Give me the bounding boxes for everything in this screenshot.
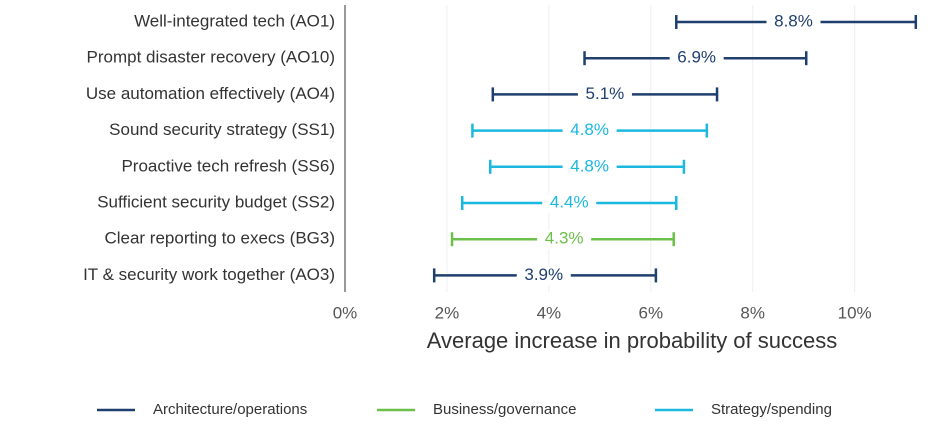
value-label: 3.9% bbox=[524, 265, 563, 284]
y-tick-label: Prompt disaster recovery (AO10) bbox=[87, 48, 335, 67]
value-label: 4.8% bbox=[570, 120, 609, 139]
x-tick-label: 10% bbox=[838, 303, 872, 322]
y-tick-label: Use automation effectively (AO4) bbox=[86, 84, 335, 103]
label-background bbox=[669, 48, 724, 69]
x-tick-label: 2% bbox=[435, 303, 460, 322]
x-tick-label: 0% bbox=[333, 303, 358, 322]
x-tick-label: 4% bbox=[537, 303, 562, 322]
y-tick-label: Well-integrated tech (AO1) bbox=[134, 11, 335, 30]
legend-label: Architecture/operations bbox=[153, 401, 307, 418]
label-background bbox=[542, 193, 597, 213]
label-background bbox=[562, 120, 617, 141]
value-label: 4.4% bbox=[550, 192, 589, 211]
y-tick-label: Proactive tech refresh (SS6) bbox=[121, 156, 335, 175]
value-label: 4.8% bbox=[570, 156, 609, 175]
label-background bbox=[577, 84, 632, 105]
x-tick-label: 8% bbox=[740, 303, 765, 322]
label-background bbox=[766, 12, 821, 32]
value-label: 5.1% bbox=[586, 84, 625, 103]
value-label: 6.9% bbox=[677, 48, 716, 67]
legend-label: Business/governance bbox=[433, 401, 576, 418]
y-tick-label: Clear reporting to execs (BG3) bbox=[104, 229, 335, 248]
legend-label: Strategy/spending bbox=[711, 401, 832, 418]
x-tick-label: 6% bbox=[639, 303, 664, 322]
label-background bbox=[562, 156, 617, 177]
y-tick-label: Sound security strategy (SS1) bbox=[109, 120, 335, 139]
y-tick-label: Sufficient security budget (SS2) bbox=[97, 192, 335, 211]
value-label: 8.8% bbox=[774, 11, 813, 30]
value-label: 4.3% bbox=[545, 229, 584, 248]
x-axis-title: Average increase in probability of succe… bbox=[427, 328, 837, 353]
label-background bbox=[516, 265, 571, 286]
label-background bbox=[537, 229, 592, 250]
y-tick-label: IT & security work together (AO3) bbox=[83, 265, 335, 284]
